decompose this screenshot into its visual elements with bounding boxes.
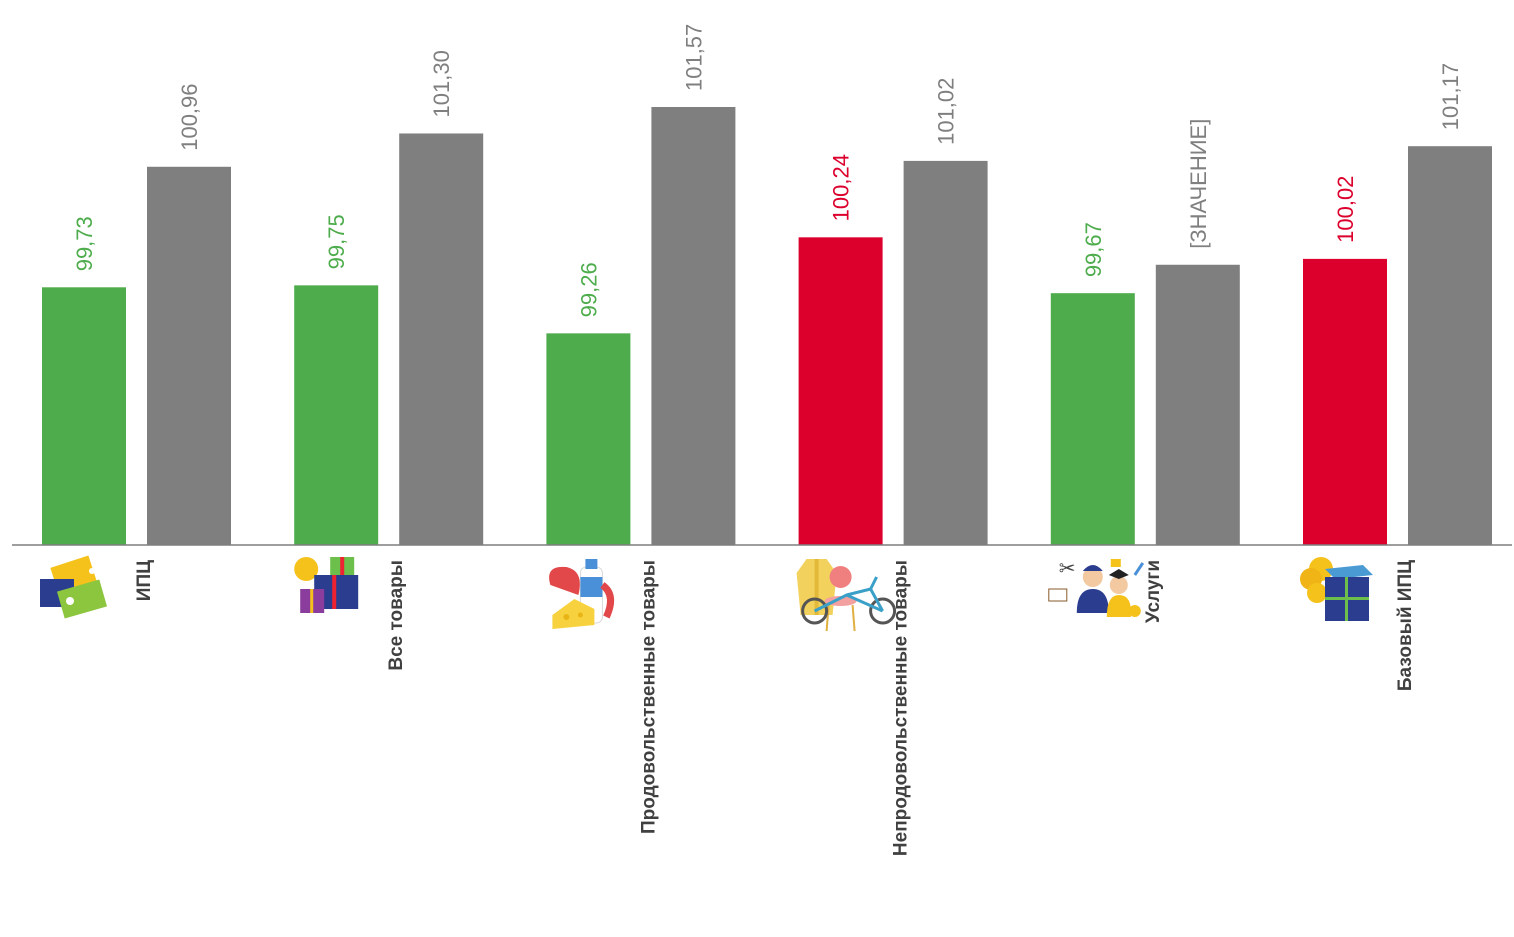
- bar-previous-2: [651, 107, 736, 545]
- price-tags-icon: [40, 555, 108, 619]
- bar-current-1: [294, 285, 379, 545]
- data-label: 100,96: [177, 83, 202, 150]
- value-labels-layer: 99,73 100,96 99,75 101,30 99,26 101,57 100,24 1…: [72, 24, 1463, 318]
- data-label: 101,02: [934, 78, 959, 145]
- services-people-icon: ✂: [1048, 556, 1145, 617]
- bar-current-5: [1303, 258, 1387, 545]
- bar-previous-3: [903, 160, 988, 545]
- bar-current-4: [1050, 293, 1135, 545]
- category-label: Продовольственные товары: [638, 560, 659, 834]
- data-label: 99,75: [324, 214, 349, 269]
- category-label: Базовый ИПЦ: [1395, 560, 1416, 691]
- category-icons-layer: ✂: [40, 555, 1373, 632]
- bar-current-2: [546, 333, 631, 545]
- groceries-icon: [549, 559, 615, 629]
- bar-previous-0: [147, 166, 231, 546]
- bar-current-3: [798, 237, 883, 545]
- data-label: 101,57: [681, 24, 706, 91]
- bar-previous-1: [399, 133, 484, 546]
- data-label: 100,24: [829, 154, 854, 221]
- data-label: 100,02: [1333, 176, 1358, 243]
- nonfood-goods-icon: [796, 559, 897, 632]
- bars-layer: [42, 107, 1492, 546]
- bar-previous-5: [1408, 146, 1492, 545]
- bar-current-0: [42, 287, 126, 545]
- data-label: 99,67: [1081, 222, 1106, 277]
- data-label: 99,26: [576, 262, 601, 317]
- gift-boxes-icon: [294, 557, 359, 613]
- bar-previous-4: [1155, 264, 1240, 545]
- data-label: [ЗНАЧЕНИЕ]: [1186, 119, 1211, 249]
- category-label: ИПЦ: [134, 560, 155, 601]
- data-label: 101,30: [429, 50, 454, 117]
- coins-box-icon: [1300, 557, 1373, 621]
- category-labels-layer: ИПЦ Все товары Продовольственные товары Неп…: [134, 560, 1416, 856]
- data-label: 99,73: [72, 216, 97, 271]
- category-label: Непродовольственные товары: [891, 560, 912, 856]
- data-label: 101,17: [1438, 63, 1463, 130]
- svg-text:✂: ✂: [1059, 556, 1076, 580]
- category-label: Услуги: [1143, 560, 1164, 623]
- category-label: Все товары: [386, 560, 407, 671]
